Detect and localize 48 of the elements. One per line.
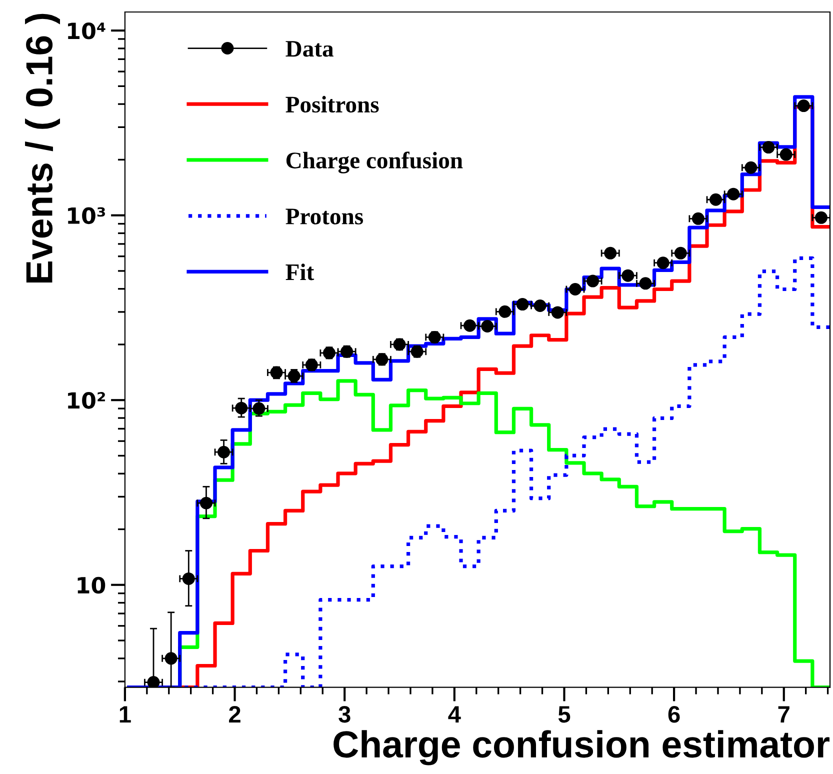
x-tick-label: 3 xyxy=(338,706,350,723)
point xyxy=(252,402,266,415)
point xyxy=(235,402,248,414)
x-tick-label: 5 xyxy=(558,706,570,723)
point xyxy=(551,306,564,319)
x-tick-label: 4 xyxy=(448,706,461,722)
point xyxy=(516,298,529,311)
point xyxy=(639,277,652,290)
point xyxy=(780,148,792,161)
x-axis-title: Charge confusion estimator xyxy=(334,730,830,766)
point xyxy=(481,320,494,332)
x-tick-label: 2 xyxy=(229,706,240,722)
legend-label: Fit xyxy=(286,264,314,280)
point xyxy=(674,246,687,260)
point xyxy=(762,141,775,154)
point xyxy=(147,676,160,688)
legend-label: Positrons xyxy=(286,96,379,113)
point xyxy=(534,300,546,312)
point xyxy=(164,652,178,665)
point xyxy=(182,572,195,585)
y-axis-title: Events / ( 0.16 ) xyxy=(25,14,60,282)
x-tick-label: 1 xyxy=(120,706,131,722)
point xyxy=(218,446,230,458)
point xyxy=(586,274,600,288)
point xyxy=(622,269,634,282)
x-tick-label: 7 xyxy=(778,706,790,722)
y-tick-label: 10³ xyxy=(68,207,105,224)
y-tick-label: 10 xyxy=(78,576,106,594)
point xyxy=(604,246,617,260)
point xyxy=(797,100,810,112)
point xyxy=(656,256,670,270)
point xyxy=(710,193,722,206)
point xyxy=(727,188,740,200)
y-tick-label: 10⁴ xyxy=(68,22,106,40)
x-tick-label: 6 xyxy=(668,706,680,723)
point xyxy=(340,345,354,358)
point xyxy=(322,346,336,360)
y-tick-label: 10² xyxy=(68,392,105,409)
point xyxy=(498,305,512,318)
point xyxy=(568,283,582,296)
point xyxy=(464,319,476,332)
point xyxy=(744,161,758,174)
point xyxy=(814,211,828,224)
legend-label: Data xyxy=(286,41,334,57)
point xyxy=(692,212,704,225)
legend-label: Protons xyxy=(286,208,364,224)
point xyxy=(200,496,212,510)
legend-label: Charge confusion xyxy=(286,152,463,174)
